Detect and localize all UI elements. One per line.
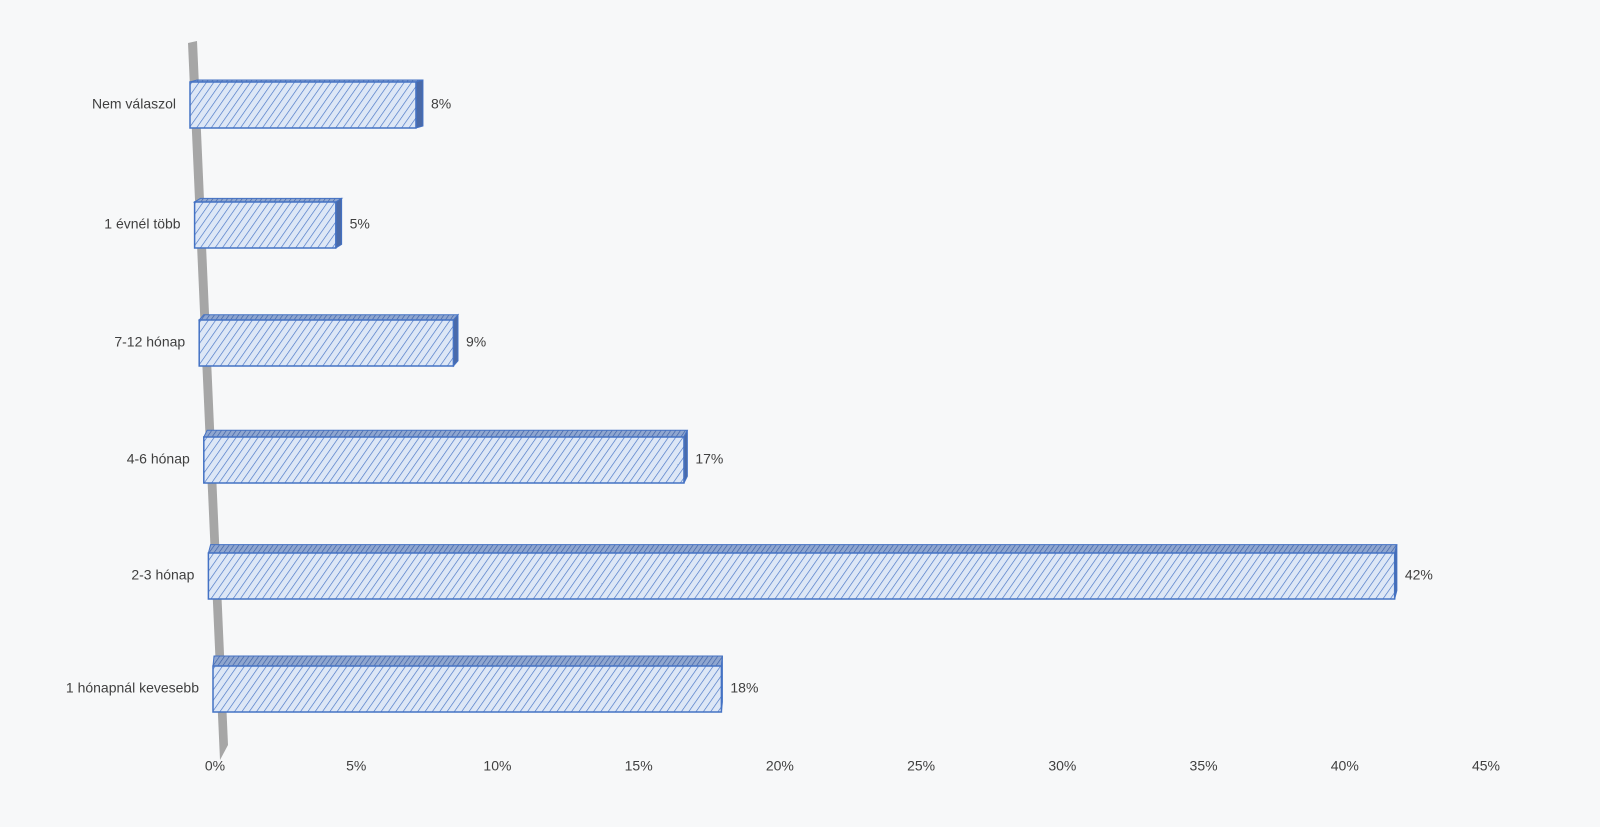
bar <box>198 319 455 367</box>
value-label: 8% <box>431 96 451 112</box>
bar-top-face <box>207 544 1398 554</box>
category-label: 7-12 hónap <box>114 334 185 350</box>
value-label: 5% <box>350 216 370 232</box>
bar-side-face <box>335 197 343 249</box>
bar <box>212 665 723 713</box>
x-tick-label: 25% <box>907 758 935 774</box>
category-label: 1 hónapnál kevesebb <box>66 680 199 696</box>
x-tick-label: 30% <box>1048 758 1076 774</box>
value-label: 17% <box>695 451 723 467</box>
category-label: 1 évnél több <box>104 216 180 232</box>
bar <box>207 552 1396 600</box>
category-label: 4-6 hónap <box>127 451 190 467</box>
bar <box>203 436 685 484</box>
axis-wall <box>188 41 228 760</box>
bar-side-face <box>415 79 424 129</box>
category-label: 2-3 hónap <box>131 567 194 583</box>
bar-top-face <box>202 429 689 438</box>
x-tick-label: 5% <box>346 758 366 774</box>
x-tick-label: 40% <box>1331 758 1359 774</box>
bar-top-face <box>198 314 460 321</box>
value-label: 42% <box>1405 567 1433 583</box>
x-tick-label: 15% <box>625 758 653 774</box>
category-label: Nem válaszol <box>92 96 176 112</box>
x-tick-label: 45% <box>1472 758 1500 774</box>
bar <box>189 81 417 129</box>
bar-top-face <box>212 655 723 667</box>
x-tick-label: 10% <box>483 758 511 774</box>
value-label: 9% <box>466 334 486 350</box>
x-tick-label: 35% <box>1190 758 1218 774</box>
value-label: 18% <box>730 680 758 696</box>
bar <box>193 201 337 249</box>
x-tick-label: 0% <box>205 758 225 774</box>
x-tick-label: 20% <box>766 758 794 774</box>
